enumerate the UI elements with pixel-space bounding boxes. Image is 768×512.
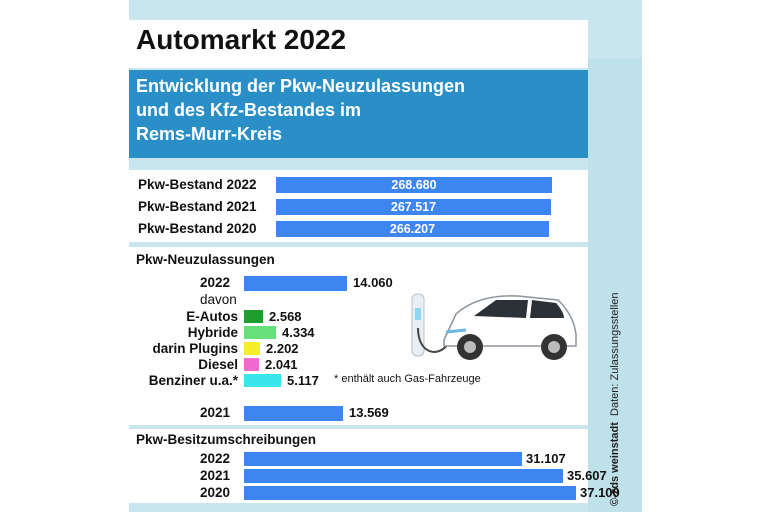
bu-value-0: 31.107 bbox=[526, 451, 566, 466]
bestand-value-2: 266.207 bbox=[389, 222, 436, 236]
nz-label-diesel: Diesel bbox=[198, 357, 238, 372]
nz-bar-1 bbox=[244, 310, 263, 323]
bu-bar-0 bbox=[244, 452, 522, 466]
page-title: Automarkt 2022 bbox=[136, 24, 347, 55]
nz-label-hybride: Hybride bbox=[187, 325, 238, 340]
nz-label-benziner: Benziner u.a.* bbox=[148, 373, 238, 388]
nz-bar-2 bbox=[244, 326, 276, 339]
nz-sublabel-davon: davon bbox=[200, 292, 237, 307]
nz-value-4: 2.041 bbox=[265, 357, 298, 372]
bestand-bar-0 bbox=[276, 177, 552, 193]
nz-label-2022: 2022 bbox=[200, 275, 231, 290]
electric-car-illustration bbox=[411, 293, 577, 360]
bu-bar-1 bbox=[244, 469, 563, 483]
bu-label-2021: 2021 bbox=[200, 468, 231, 483]
nz-bar-6 bbox=[244, 406, 343, 421]
source-sidebar bbox=[588, 58, 642, 512]
bestand-value-0: 268.680 bbox=[391, 178, 437, 192]
bu-bar-2 bbox=[244, 486, 576, 500]
bu-value-1: 35.607 bbox=[567, 468, 607, 483]
nz-bar-5 bbox=[244, 374, 281, 387]
bestand-bar-2 bbox=[276, 221, 549, 237]
bestand-label-2020: Pkw-Bestand 2020 bbox=[138, 221, 257, 236]
nz-label-2021: 2021 bbox=[200, 405, 231, 420]
subtitle-box bbox=[129, 70, 588, 158]
bestand-label-2022: Pkw-Bestand 2022 bbox=[138, 177, 257, 192]
source-credit: ©-zds weinstadt Daten: Zulassungsstellen bbox=[609, 292, 621, 506]
nz-bar-4 bbox=[244, 358, 259, 371]
bestand-bar-1 bbox=[276, 199, 551, 215]
nz-value-2: 4.334 bbox=[282, 325, 315, 340]
neuzulassungen-title: Pkw-Neuzulassungen bbox=[136, 252, 275, 267]
nz-label-plugins: darin Plugins bbox=[152, 341, 238, 356]
subtitle: Entwicklung der Pkw-Neuzulassungen und d… bbox=[136, 76, 466, 144]
nz-value-1: 2.568 bbox=[269, 309, 302, 324]
bestand-value-1: 267.517 bbox=[390, 200, 437, 214]
bestand-label-2021: Pkw-Bestand 2021 bbox=[138, 199, 257, 214]
nz-bar-0 bbox=[244, 276, 347, 291]
nz-label-e-autos: E-Autos bbox=[186, 309, 238, 324]
nz-value-6: 13.569 bbox=[349, 405, 389, 420]
title-card bbox=[129, 20, 588, 68]
nz-value-5: 5.117 bbox=[287, 373, 319, 388]
nz-value-3: 2.202 bbox=[266, 341, 299, 356]
nz-value-0: 14.060 bbox=[353, 275, 393, 290]
bu-label-2022: 2022 bbox=[200, 451, 231, 466]
bu-label-2020: 2020 bbox=[200, 485, 231, 500]
bu-value-2: 37.100 bbox=[580, 485, 620, 500]
gas-footnote: * enthält auch Gas-Fahrzeuge bbox=[334, 373, 481, 385]
nz-bar-3 bbox=[244, 342, 260, 355]
besitzumschreibungen-title: Pkw-Besitzumschreibungen bbox=[136, 432, 317, 447]
